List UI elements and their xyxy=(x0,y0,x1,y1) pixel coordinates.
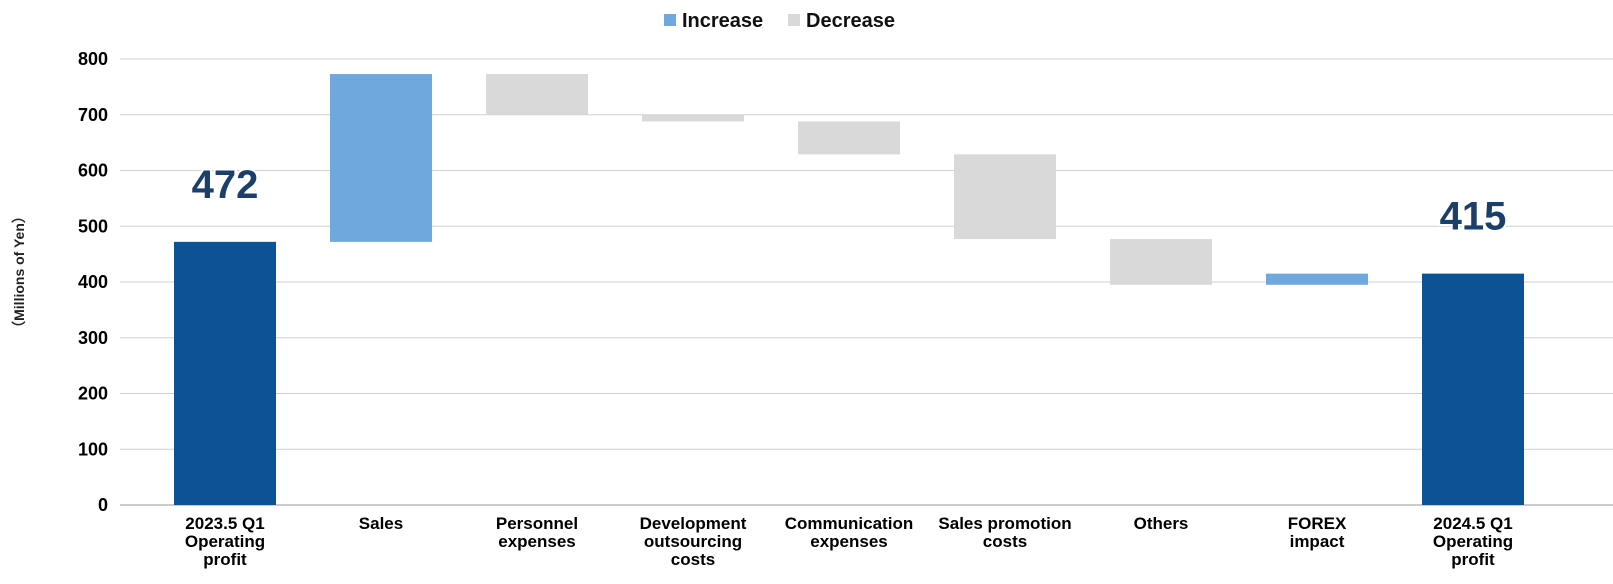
y-tick-label: 0 xyxy=(98,495,108,515)
y-tick-label: 400 xyxy=(78,272,108,292)
y-tick-label: 600 xyxy=(78,161,108,181)
y-tick-label: 800 xyxy=(78,49,108,69)
decrease-bar xyxy=(954,154,1056,240)
total-bar xyxy=(1422,273,1524,505)
x-tick-label: 2024.5 Q1 Operating profit xyxy=(1433,514,1513,569)
decrease-bar xyxy=(1110,239,1212,285)
legend-label: Decrease xyxy=(806,10,895,32)
legend-swatch xyxy=(788,14,800,26)
decrease-bar xyxy=(798,121,900,155)
total-bar xyxy=(174,241,276,506)
data-labels: 472 415 xyxy=(190,161,1509,241)
y-tick-label: 500 xyxy=(78,216,108,236)
x-tick-label: 2023.5 Q1 Operating profit xyxy=(185,514,265,569)
x-tick-label: Others xyxy=(1134,514,1189,533)
x-tick-label: Sales promotion costs xyxy=(938,514,1071,551)
decrease-bar xyxy=(486,74,588,115)
data-label: 472 xyxy=(192,163,259,207)
x-tick-label: FOREX impact xyxy=(1288,514,1347,551)
bars xyxy=(174,74,1524,506)
x-tick-label: Personnel expenses xyxy=(496,514,578,551)
y-tick-labels: 0 100 200 300 400 500 600 700 800 xyxy=(78,49,108,515)
legend: Increase Decrease xyxy=(664,10,895,32)
y-axis-title: （Millions of Yen） xyxy=(11,209,27,335)
data-label: 415 xyxy=(1440,195,1507,239)
category-labels: 2023.5 Q1 Operating profit Sales Personnel ex… xyxy=(185,514,1513,569)
y-tick-label: 200 xyxy=(78,384,108,404)
decrease-bar xyxy=(642,114,744,122)
y-tick-label: 100 xyxy=(78,439,108,459)
x-tick-label: Communication expenses xyxy=(785,514,913,551)
x-tick-label: Sales xyxy=(359,514,403,533)
increase-bar xyxy=(1266,273,1368,285)
legend-label: Increase xyxy=(682,10,763,32)
x-tick-label: Development outsourcing costs xyxy=(640,514,747,569)
y-tick-label: 300 xyxy=(78,328,108,348)
legend-swatch xyxy=(664,14,676,26)
y-tick-label: 700 xyxy=(78,105,108,125)
increase-bar xyxy=(330,74,432,242)
